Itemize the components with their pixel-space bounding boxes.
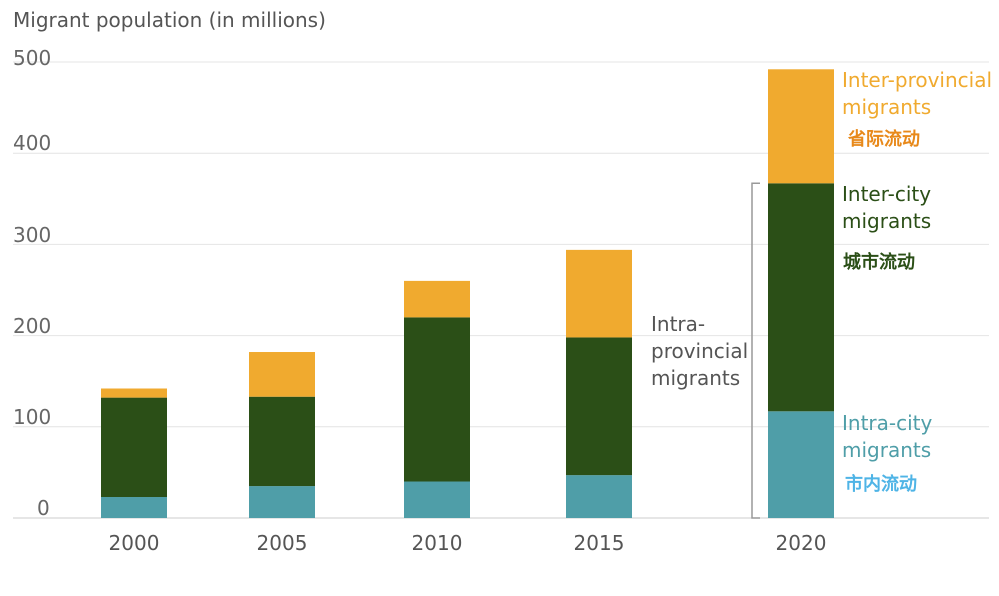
x-tick-label: 2010: [411, 531, 463, 555]
bar-segment: [101, 397, 167, 498]
inter-provincial-label: Inter-provincial migrants: [842, 68, 993, 119]
intra-city-label: Intra-city migrants: [842, 411, 933, 462]
bar-segment: [566, 249, 632, 338]
bar-segment: [768, 69, 834, 184]
intra-provincial-label: Intra- provincial migrants: [651, 312, 749, 390]
y-axis-title: Migrant population (in millions): [13, 8, 326, 32]
y-tick-label: 400: [13, 131, 52, 155]
bar-segment: [404, 280, 470, 318]
x-tick-label: 2015: [573, 531, 625, 555]
bar-segment: [249, 396, 315, 487]
bar-segment: [404, 481, 470, 518]
y-tick-label: 500: [13, 46, 52, 70]
bar-segment: [101, 497, 167, 518]
inter-city-label: Inter-city migrants: [842, 182, 932, 233]
bar-segment: [768, 411, 834, 518]
x-tick-label: 2000: [108, 531, 160, 555]
y-tick-label: 100: [13, 405, 52, 429]
bar-segment: [101, 388, 167, 398]
bars: [101, 69, 834, 518]
y-tick-label: 300: [13, 223, 52, 247]
y-tick-label: 0: [37, 496, 50, 520]
intra-city-label-cn: 市内流动: [845, 474, 917, 495]
bar-segment: [566, 337, 632, 476]
intra-provincial-bracket: [751, 182, 760, 519]
bar-segment: [566, 475, 632, 518]
bar-segment: [768, 183, 834, 412]
x-tick-label: 2020: [775, 531, 827, 555]
bar-segment: [249, 352, 315, 397]
inter-provincial-label-cn: 省际流动: [848, 129, 920, 150]
bar-segment: [249, 486, 315, 518]
inter-city-label-cn: 城市流动: [843, 252, 915, 273]
y-tick-label: 200: [13, 314, 52, 338]
x-tick-label: 2005: [256, 531, 308, 555]
bar-segment: [404, 317, 470, 482]
